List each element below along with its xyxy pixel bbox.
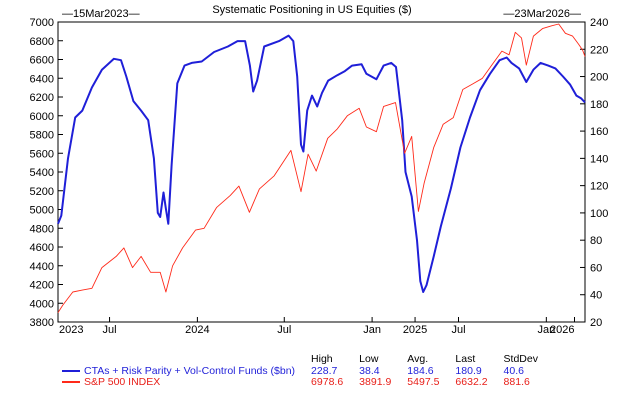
stats-header-stddev: StdDev (503, 353, 538, 365)
y-left-tick-label: 7000 (30, 17, 54, 29)
plot-area: 3800 4000 4200 4400 4600 4800 5000 5200 5400 5600… (30, 8, 609, 336)
y-left-tick-label: 4400 (30, 261, 54, 273)
y-left-tick-label: 4600 (30, 242, 54, 254)
stat-ctas-low: 38.4 (359, 364, 380, 377)
y-right-tick-label: 20 (590, 317, 602, 329)
stats-header-row: High Low Avg. Last StdDev (62, 353, 542, 366)
y-left-tick-label: 6000 (30, 111, 54, 123)
x-tick-label: 2024 (185, 324, 209, 336)
stat-spx-high: 6978.6 (311, 376, 344, 388)
y-left-tick-label: 6400 (30, 73, 54, 85)
start-date-label: —15Mar2023— (62, 8, 140, 20)
y-right-tick-label: 60 (590, 262, 602, 274)
y-left-tick-label: 4000 (30, 298, 54, 310)
y-left-tick-label: 6200 (30, 92, 54, 104)
y-left-tick-label: 5200 (30, 186, 54, 198)
y-right-tick-label: 100 (590, 208, 608, 220)
stats-header-high: High (311, 353, 333, 365)
stat-ctas-avg: 184.6 (407, 364, 434, 377)
stats-row-ctas: CTAs + Risk Parity + Vol-Control Funds (… (62, 364, 542, 378)
y-right-tick-label: 200 (590, 72, 608, 84)
y-left-tick-label: 5400 (30, 167, 54, 179)
y-right-tick-label: 220 (590, 44, 608, 56)
legend-entry-ctas: CTAs + Risk Parity + Vol-Control Funds (… (62, 364, 299, 378)
y-right-tick-label: 120 (590, 181, 608, 193)
legend-label-ctas: CTAs + Risk Parity + Vol-Control Funds (… (84, 364, 296, 377)
x-tick-label: 2026 (550, 324, 574, 336)
y-right-tick-label: 160 (590, 126, 608, 138)
x-tick-label: Jul (451, 324, 465, 336)
y-left-tick-label: 5000 (30, 205, 54, 217)
y-right-tick-label: 140 (590, 153, 608, 165)
chart-title: Systematic Positioning in US Equities ($… (212, 4, 411, 16)
stats-header-last: Last (455, 353, 476, 365)
series-line-ctas (57, 34, 586, 293)
y-left-tick-label: 3800 (30, 317, 54, 329)
y-left-tick-label: 6600 (30, 55, 54, 67)
y-right-tick-label: 40 (590, 290, 602, 302)
x-tick-label: 2023 (59, 324, 83, 336)
stats-row-spx: S&P 500 INDEX 6978.6 3891.9 5497.5 6632.… (62, 376, 542, 389)
stat-spx-last: 6632.2 (455, 376, 488, 388)
stat-ctas-high: 228.7 (311, 364, 338, 377)
legend-swatch-ctas (62, 369, 80, 372)
stat-spx-low: 3891.9 (359, 376, 392, 388)
legend-label-spx: S&P 500 INDEX (84, 376, 161, 388)
stats-table: High Low Avg. Last StdDev CTAs + Risk Pa… (62, 353, 542, 389)
y-left-tick-label: 5600 (30, 148, 54, 160)
end-date-label: —23Mar2026— (503, 8, 581, 20)
plot-frame (57, 21, 586, 323)
x-tick-label: Jan (363, 324, 381, 336)
y-right-tick-label: 240 (590, 17, 608, 29)
stats-header-low: Low (359, 353, 379, 365)
y-right-tick-label: 80 (590, 235, 602, 247)
x-tick-label: Jul (277, 324, 291, 336)
x-tick-label: Jul (103, 324, 117, 336)
stat-spx-avg: 5497.5 (407, 376, 440, 388)
y-left-tick-label: 6800 (30, 36, 54, 48)
y-left-tick-label: 5800 (30, 130, 54, 142)
stat-ctas-last: 180.9 (455, 364, 482, 377)
x-tick-label: 2025 (403, 324, 427, 336)
y-left-tick-label: 4200 (30, 280, 54, 292)
stat-spx-stddev: 881.6 (503, 376, 530, 388)
stats-header-avg: Avg. (407, 353, 429, 365)
legend-entry-spx: S&P 500 INDEX (62, 376, 299, 389)
series-line-spx (57, 23, 586, 313)
x-tick-label: Jan (537, 324, 555, 336)
y-right-tick-label: 180 (590, 99, 608, 111)
legend-swatch-spx (62, 381, 80, 384)
y-left-tick-label: 4800 (30, 223, 54, 235)
stat-ctas-stddev: 40.6 (503, 364, 524, 377)
